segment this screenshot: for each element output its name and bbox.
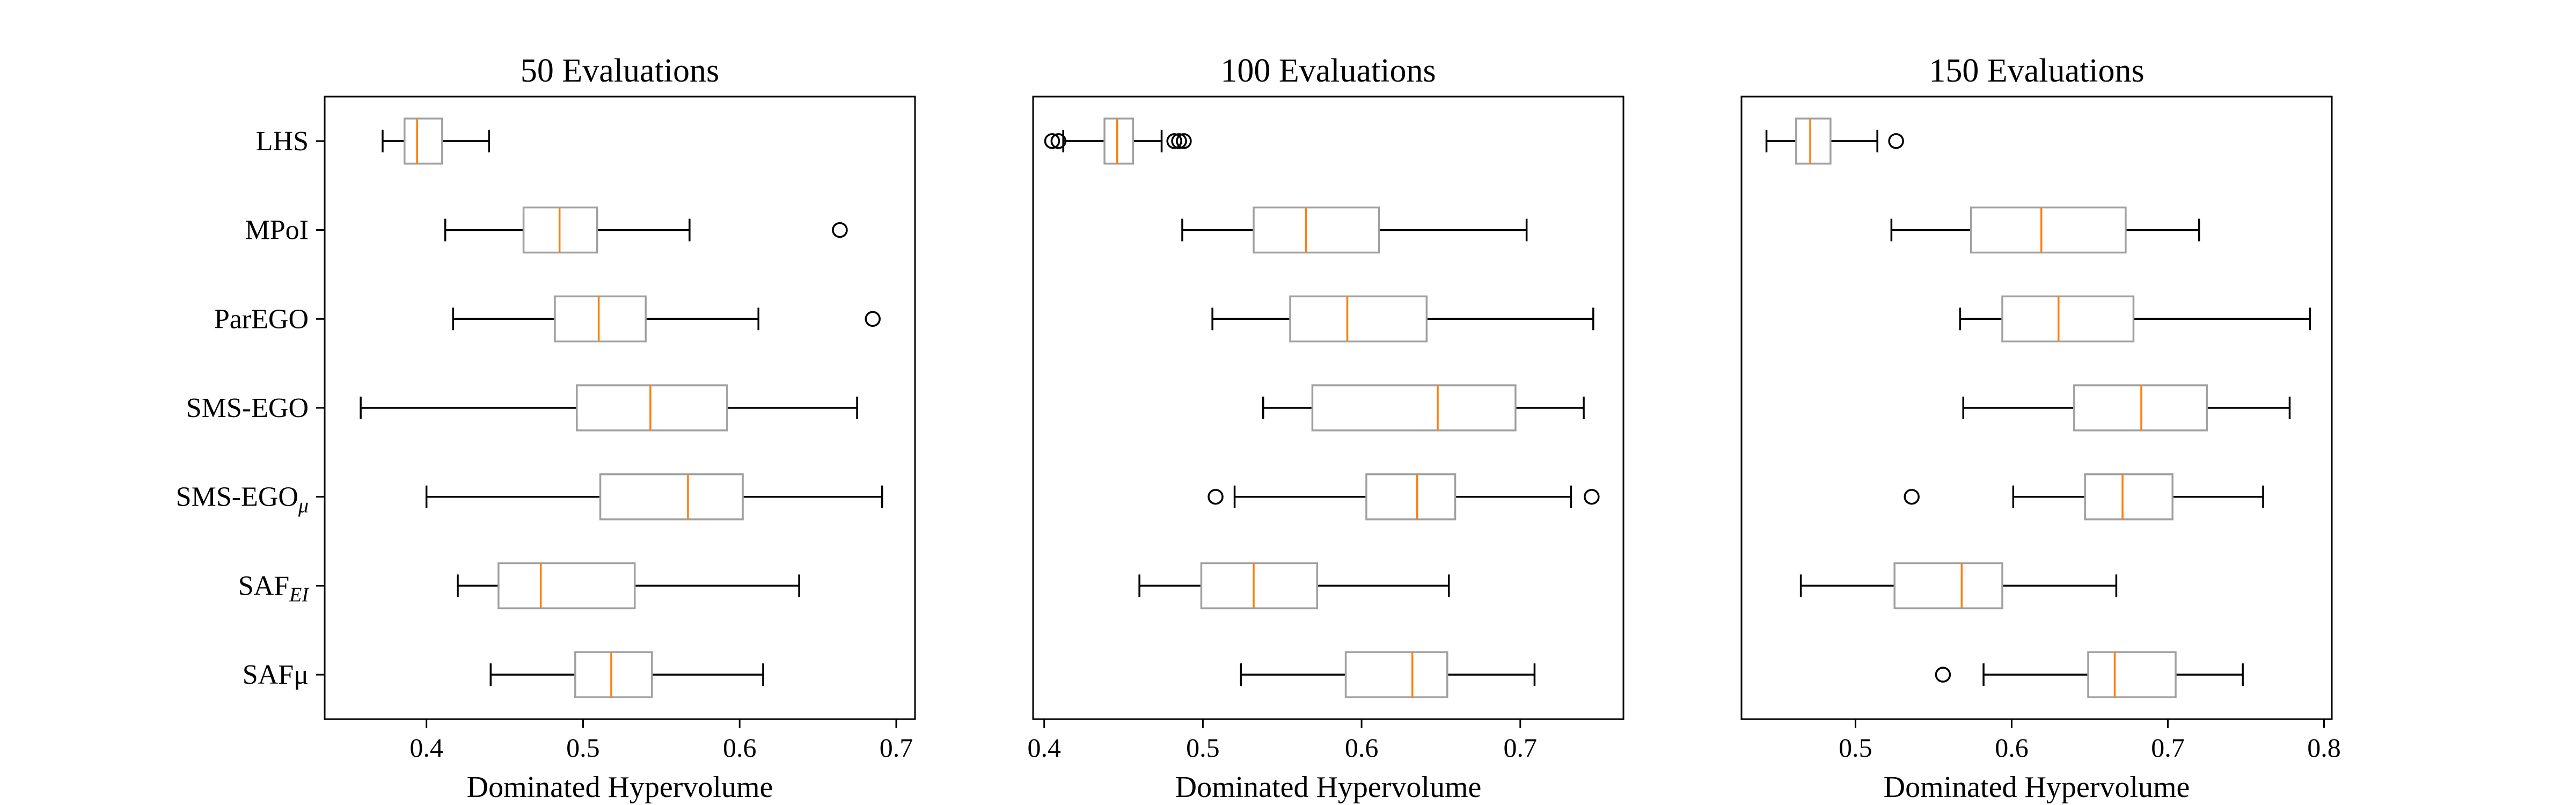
outlier-point [1935, 667, 1951, 683]
box-iqr [576, 384, 728, 431]
x-tick-label: 0.5 [1186, 733, 1220, 763]
box-3 [1962, 384, 2291, 431]
category-label: SMS-EGOμ [176, 482, 309, 517]
panel-title: 150 Evaluations [1929, 53, 2144, 89]
x-axis-label: Dominated Hypervolume [1884, 771, 2190, 804]
box-iqr [2001, 295, 2135, 343]
box-4 [425, 473, 883, 521]
outlier-point [1176, 133, 1192, 149]
box-1 [1890, 206, 2200, 254]
box-iqr [497, 562, 636, 610]
panel-title: 50 Evaluations [521, 53, 719, 89]
panel-2: 100 Evaluations 0.4 0.5 0.6 0.7 Dominated Hyp… [1027, 53, 1624, 804]
box-5 [1799, 562, 2118, 610]
x-tick-label: 0.4 [409, 733, 443, 763]
category-label: LHS [256, 126, 309, 157]
x-tick-label: 0.6 [1345, 733, 1379, 763]
box-iqr [2087, 651, 2177, 698]
x-axis-label: Dominated Hypervolume [467, 771, 773, 804]
outlier-point [1044, 133, 1060, 149]
box-iqr [1253, 206, 1380, 254]
category-label-main: SMS-EGO [176, 482, 298, 513]
category-label: SAFEI [238, 570, 310, 606]
box-2 [1211, 295, 1594, 343]
x-tick-label: 0.6 [723, 733, 757, 763]
category-label-subscript: EI [289, 583, 310, 606]
outlier-point [832, 222, 848, 238]
x-tick-label: 0.6 [1995, 733, 2029, 763]
box-iqr [1311, 384, 1517, 431]
outlier-point [1208, 488, 1224, 505]
box-iqr [1200, 562, 1319, 610]
box-4 [1904, 473, 2264, 521]
box-2 [1959, 295, 2311, 343]
box-0 [1044, 118, 1192, 165]
outlier-point [1904, 488, 1920, 505]
box-1 [444, 206, 848, 254]
x-axis-label: Dominated Hypervolume [1175, 771, 1482, 804]
box-iqr [1103, 118, 1135, 165]
category-label-main: LHS [256, 126, 309, 157]
box-iqr [1970, 206, 2127, 254]
box-iqr [2084, 473, 2174, 521]
category-label-main: SMS-EGO [186, 393, 309, 423]
box-iqr [1289, 295, 1428, 343]
box-6 [489, 651, 764, 698]
x-tick-label: 0.7 [1504, 733, 1538, 763]
plot-frame [1740, 96, 2333, 720]
box-iqr [404, 118, 443, 165]
box-3 [1262, 384, 1585, 431]
box-iqr [1344, 651, 1448, 698]
box-6 [1935, 651, 2244, 698]
x-tick-label: 0.5 [566, 733, 600, 763]
box-1 [1181, 206, 1528, 254]
box-6 [1240, 651, 1536, 698]
box-5 [1138, 562, 1450, 610]
category-label: MPoI [245, 215, 309, 246]
outlier-point [1171, 133, 1187, 149]
x-tick-label: 0.4 [1027, 733, 1061, 763]
outlier-point [1888, 133, 1904, 149]
box-iqr [1795, 118, 1832, 165]
box-0 [1765, 118, 1904, 165]
box-iqr [554, 295, 647, 343]
panel-title: 100 Evaluations [1220, 53, 1436, 89]
x-tick-label: 0.7 [2151, 733, 2185, 763]
category-label-subscript: μ [298, 495, 309, 517]
box-iqr [1893, 562, 2003, 610]
box-5 [457, 562, 800, 610]
box-iqr [1365, 473, 1457, 521]
category-label-main: ParEGO [214, 304, 309, 334]
box-iqr [599, 473, 744, 521]
x-tick-label: 0.5 [1839, 733, 1872, 763]
box-4 [1208, 473, 1600, 521]
box-3 [360, 384, 858, 431]
box-iqr [574, 651, 653, 698]
outlier-point [865, 311, 881, 327]
panel-3: 150 Evaluations 0.5 0.6 0.7 0.8 Dominated Hyp… [1740, 53, 2341, 804]
plot-frame [1032, 96, 1624, 720]
outlier-point [1166, 133, 1182, 149]
category-label: SAFμ [243, 660, 309, 690]
category-label: ParEGO [214, 304, 309, 334]
category-label-main: SAFμ [243, 660, 309, 690]
x-tick-label: 0.7 [880, 733, 913, 763]
category-label: SMS-EGO [186, 393, 309, 423]
panel-1: 50 Evaluations 0.4 0.5 0.6 0.7 Dominated Hype… [176, 53, 916, 804]
outlier-point [1584, 488, 1600, 505]
box-2 [452, 295, 881, 343]
category-label-main: SAF [238, 570, 289, 601]
x-tick-label: 0.8 [2307, 733, 2341, 763]
outlier-point [1050, 133, 1067, 149]
box-0 [382, 118, 491, 165]
category-label-main: MPoI [245, 215, 309, 246]
